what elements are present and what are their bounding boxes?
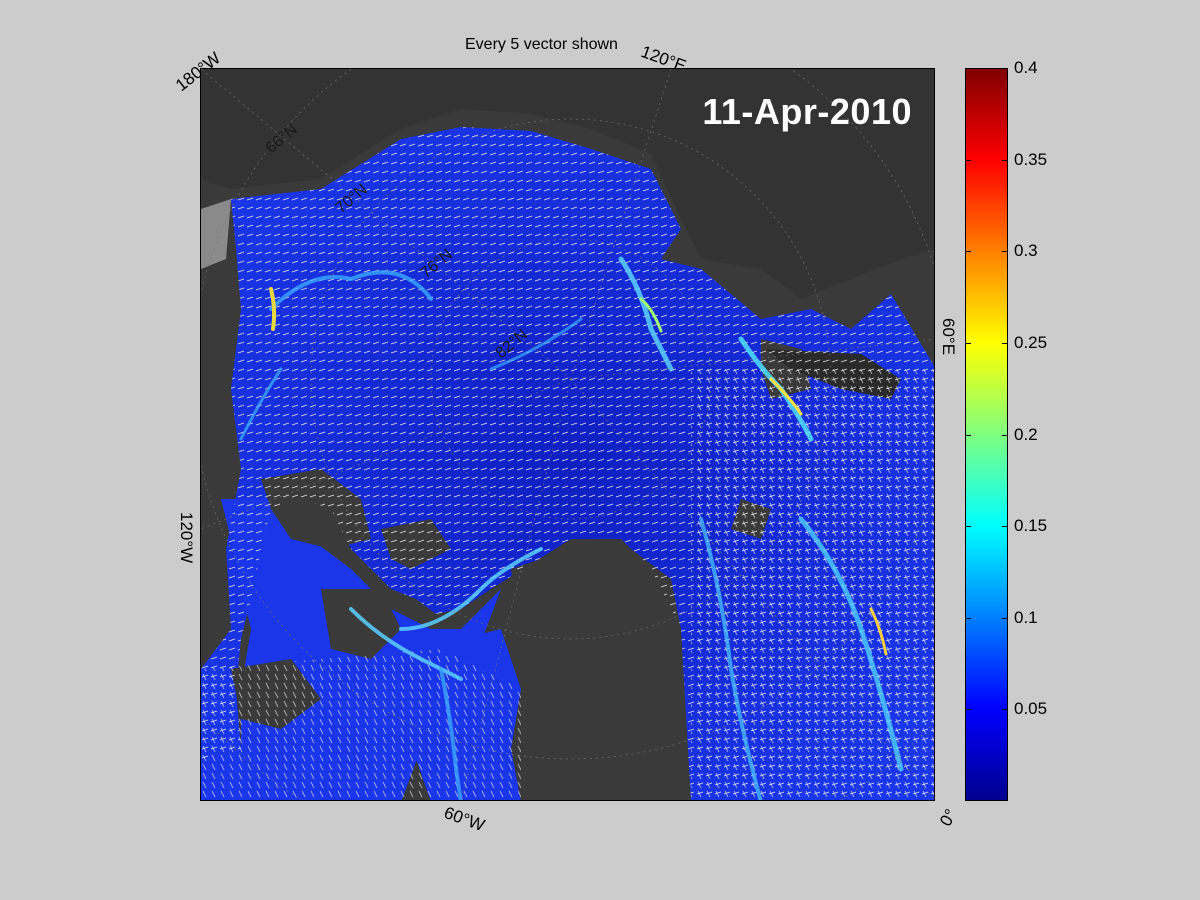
colorbar-tick-label: 0.35 bbox=[1014, 149, 1048, 169]
colorbar-tick-mark bbox=[965, 617, 971, 619]
colorbar-tick-label: 0.05 bbox=[1014, 699, 1048, 719]
colorbar-tick-label: 0.2 bbox=[1014, 424, 1038, 444]
ice-drift-map: 66°N 70°N 76°N 82°N bbox=[201, 69, 934, 800]
lon-label-0: 0° bbox=[936, 805, 961, 830]
outer-region-2 bbox=[201, 199, 231, 269]
colorbar-tick-mark bbox=[1002, 68, 1008, 69]
colorbar-tick-label: 0.15 bbox=[1014, 516, 1048, 536]
colorbar-tick-mark bbox=[965, 526, 971, 528]
graticule bbox=[201, 69, 934, 800]
drift-vectors-channels bbox=[201, 649, 521, 800]
lon-label-60w: 60°W bbox=[441, 803, 488, 836]
colorbar-tick-mark bbox=[1002, 342, 1008, 344]
colorbar-tick-mark bbox=[1002, 434, 1008, 436]
colorbar-tick-label: 0.4 bbox=[1014, 58, 1038, 77]
colorbar-tick-mark bbox=[1002, 251, 1008, 253]
map-panel: 66°N 70°N 76°N 82°N 11-Apr-2010 bbox=[200, 68, 935, 801]
alaska bbox=[201, 69, 401, 189]
colorbar-tick-label: 0.25 bbox=[1014, 332, 1048, 352]
colorbar-tick-mark bbox=[1002, 617, 1008, 619]
date-label: 11-Apr-2010 bbox=[702, 91, 912, 132]
drift-vectors-atlantic bbox=[691, 369, 934, 800]
colorbar-tick-label: 0.3 bbox=[1014, 241, 1038, 261]
lon-label-120w: 120°W bbox=[177, 512, 196, 564]
plot-title: Every 5 vector shown bbox=[465, 36, 618, 53]
lon-label-60e: 60°E bbox=[939, 318, 958, 356]
island-3 bbox=[321, 589, 401, 659]
colorbar-tick-mark bbox=[965, 159, 971, 161]
colorbar-tick-mark bbox=[965, 709, 971, 711]
colorbar-tick-mark bbox=[965, 68, 971, 69]
colorbar-tick-mark bbox=[1002, 159, 1008, 161]
colorbar-tick-mark bbox=[965, 251, 971, 253]
colorbar-tick-mark bbox=[965, 342, 971, 344]
siberia bbox=[401, 69, 934, 299]
greenland bbox=[511, 549, 691, 800]
colorbar-tick-mark bbox=[1002, 526, 1008, 528]
colorbar-tick-mark bbox=[965, 434, 971, 436]
colorbar-tick-label: 0.1 bbox=[1014, 607, 1038, 627]
speed-streaks bbox=[239, 256, 904, 800]
colorbar-tick-mark bbox=[1002, 709, 1008, 711]
